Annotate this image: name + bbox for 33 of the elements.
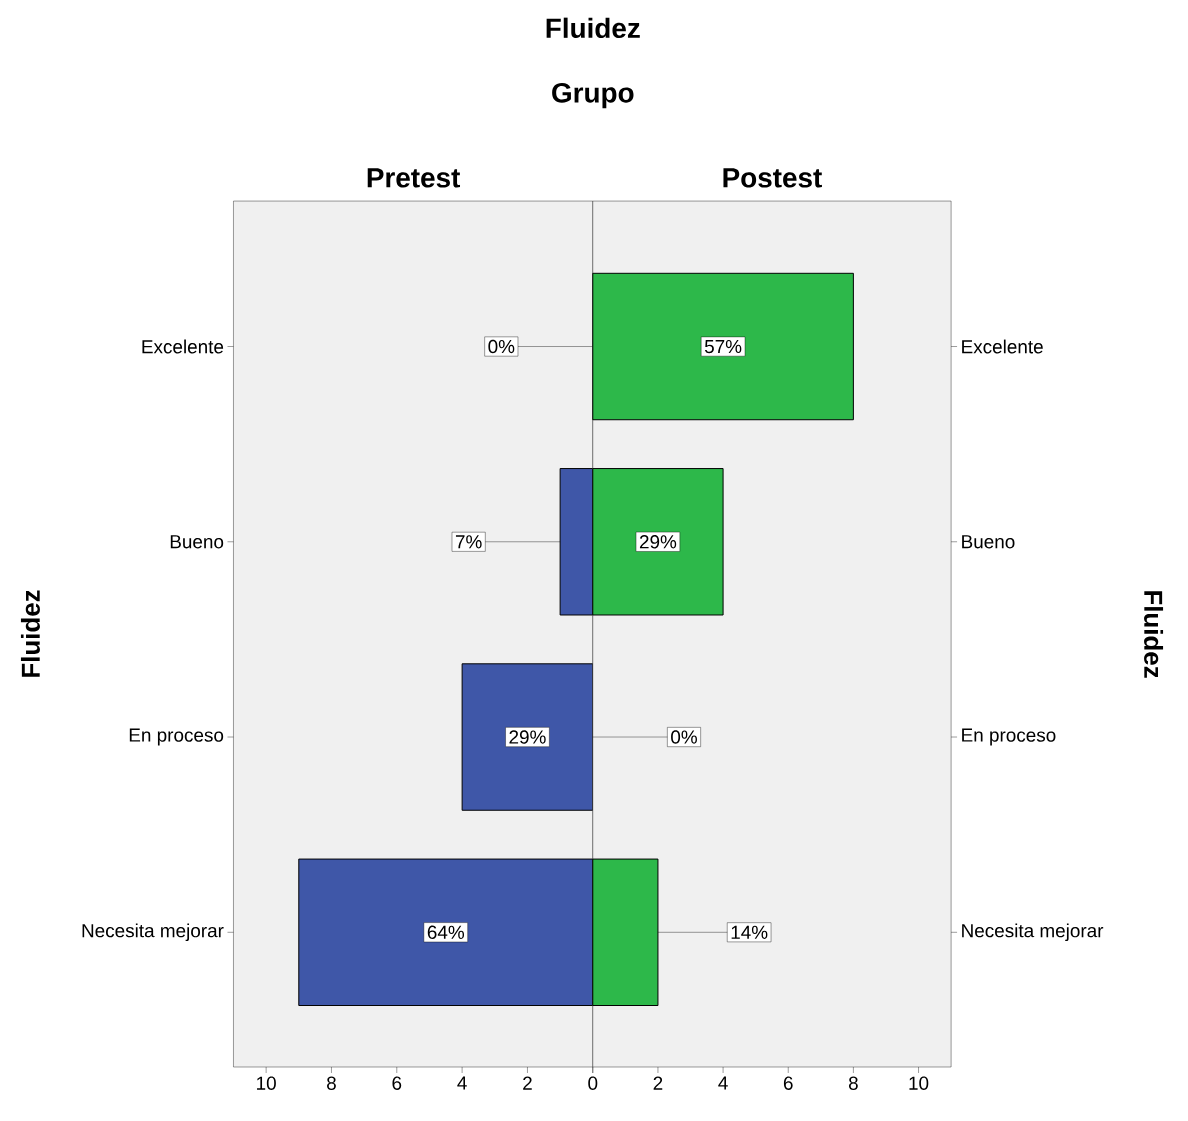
x-tick-label: 4 <box>718 1076 728 1090</box>
x-tick-label: 10 <box>257 1076 276 1091</box>
y-tick-label: Necesita mejorar <box>82 923 224 942</box>
y-tick-label: Necesita mejorar <box>962 923 1104 942</box>
annotation: 14% <box>731 925 768 940</box>
y-tick-label: Bueno <box>962 535 1015 549</box>
y-tick-label: En proceso <box>962 728 1056 746</box>
annotation: 29% <box>639 535 677 549</box>
y2-axis-title: Fluidez <box>1144 591 1164 678</box>
y-tick-label: En proceso <box>129 728 224 746</box>
annotation: 29% <box>509 730 546 744</box>
x-tick-label: 4 <box>457 1076 467 1090</box>
x-tick-label: 2 <box>523 1076 532 1090</box>
annotation: 7% <box>455 535 482 549</box>
y-tick-label: Bueno <box>170 535 224 549</box>
text: Fluidez <box>546 17 640 39</box>
chart-title: Pretest <box>367 168 461 188</box>
x-tick-label: 6 <box>783 1076 793 1091</box>
annotation: 57% <box>704 340 742 354</box>
x-tick-label: 10 <box>909 1076 929 1091</box>
x-tick-label: 8 <box>327 1076 336 1091</box>
x-tick-label: 6 <box>392 1076 402 1091</box>
y-tick-label: Excelente <box>962 339 1043 354</box>
y-tick-label: Excelente <box>142 339 224 354</box>
text: Grupo <box>552 83 634 109</box>
annotation: 0% <box>488 339 515 354</box>
x-tick-label: 8 <box>848 1076 858 1091</box>
x-tick-label: 2 <box>653 1076 663 1090</box>
y-axis-title: Fluidez <box>20 590 40 677</box>
chart-title: Postest <box>723 168 822 188</box>
x-tick-label: 0 <box>588 1076 598 1091</box>
annotation: 0% <box>671 730 697 744</box>
annotation: 64% <box>427 925 465 940</box>
